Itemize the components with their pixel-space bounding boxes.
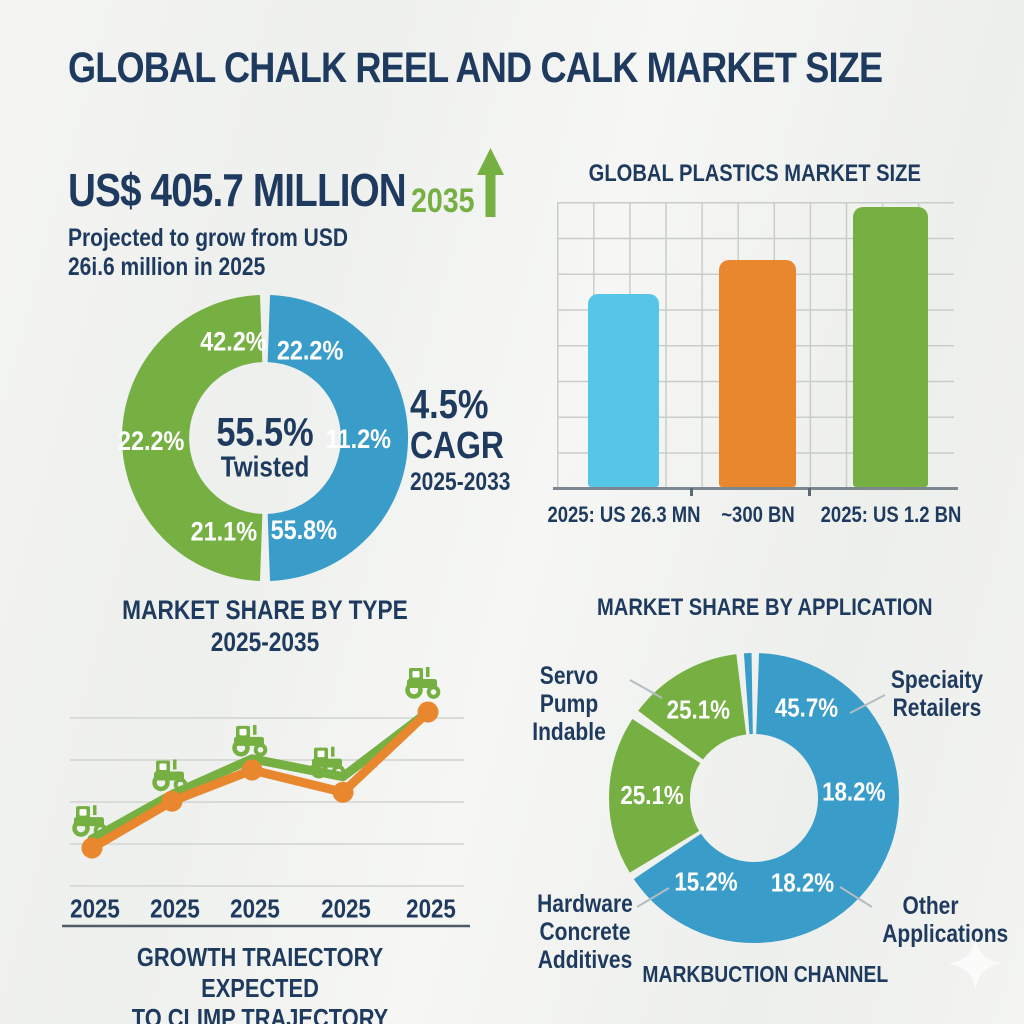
caption-growth-line1: GROWTH TRAIECTORY EXPECTED <box>136 942 384 1003</box>
cagr-value: 4.5% <box>410 381 489 427</box>
tractor-icon <box>154 759 185 789</box>
cagr-range: 2025-2033 <box>410 468 511 496</box>
donut-segment-green <box>638 654 748 761</box>
label-hardware-line2: Concrete Additives <box>537 918 633 974</box>
data-point-marker <box>161 790 183 812</box>
bar-chart-title-text: GLOBAL PLASTICS MARKET SIZE <box>588 160 922 187</box>
donut-value-label: 21.1% <box>191 517 257 547</box>
label-hardware-line1: Hardware <box>537 890 633 918</box>
donut-value-label: 42.2% <box>200 327 266 357</box>
donut-value-label: 18.2% <box>771 869 834 898</box>
tractor-icon <box>407 667 438 697</box>
page-title: GLOBAL CHALK REEL AND CALK MARKET SIZE <box>68 44 883 92</box>
x-axis-label: 2025 <box>321 895 371 924</box>
growth-arrow-icon <box>477 148 504 217</box>
axis-tick <box>690 488 693 496</box>
bar-green <box>853 207 928 487</box>
sparkle-icon <box>948 936 1003 991</box>
bar-chart-title: GLOBAL PLASTICS MARKET SIZE <box>555 160 955 188</box>
label-specialty-line1: Speciaity <box>890 666 984 694</box>
hero-year: 2035 <box>411 182 475 220</box>
label-servo-line2: Indable <box>532 718 606 746</box>
x-axis-label: 2025 <box>150 895 200 924</box>
donut2-title-text: MARKET SHARE BY APPLICATION <box>597 594 933 621</box>
line-chart-growth-trajectory: 2025 2025 2025 2025 2025 <box>62 665 470 935</box>
caption-type-line2: 2025-2035 <box>210 626 320 657</box>
bar-light_blue <box>588 294 659 487</box>
bar-x-axis <box>553 487 958 490</box>
donut-center-label: Twisted <box>221 451 310 483</box>
label-servo-line1: Servo Pump <box>539 662 599 718</box>
hero-value: US$ 405.7 MILLION <box>68 164 407 216</box>
donut-value-label: 18.2% <box>822 778 885 807</box>
donut-chart-market-share-by-application: 45.7% 18.2% 18.2% 15.2% 25.1% 25.1% Servo Pum… <box>490 632 1008 974</box>
label-other-applications: Other Applications <box>873 892 1008 948</box>
donut-segment-blue <box>266 295 408 581</box>
donut-segment-green <box>122 295 264 581</box>
cagr-stat: 4.5% CAGR 2025-2033 <box>410 384 530 495</box>
donut-svg: 42.2% 22.2% 21.1% 22.2% 11.2% 55.8% 55.5%Twist… <box>118 295 408 581</box>
bar-category-label: 2025: US 26.3 MN <box>546 502 701 527</box>
axis-tick <box>808 488 811 496</box>
label-other-line1: Other <box>902 892 959 920</box>
donut-value-label: 11.2% <box>326 424 391 454</box>
donut-value-label: 25.1% <box>667 696 730 725</box>
donut2-title: MARKET SHARE BY APPLICATION <box>515 594 1015 622</box>
data-point-marker <box>332 781 354 803</box>
donut-chart-market-share-by-type: 42.2% 22.2% 21.1% 22.2% 11.2% 55.8% 55.5% Twist… <box>118 292 411 584</box>
donut-value-label: 45.7% <box>775 694 838 723</box>
bar-category-label: ~300 BN <box>720 502 795 527</box>
hero-subtitle: Projected to grow from USD 26i.6 million… <box>68 224 348 281</box>
hero-subtitle-line1: Projected to grow from USD <box>68 224 349 252</box>
hero-subtitle-line2: 26i.6 million in 2025 <box>68 252 266 281</box>
tractor-icon <box>234 725 265 755</box>
donut-center-value: 55.5% <box>216 409 313 454</box>
donut-value-label: 25.1% <box>620 781 683 810</box>
label-servo-pump-indable: Servo Pump Indable <box>504 662 634 746</box>
orange-series-line <box>87 707 433 853</box>
data-point-marker <box>241 759 263 781</box>
label-hardware-concrete-additives: Hardware Concrete Additives <box>490 890 680 974</box>
donut-value-label: 22.2% <box>119 426 184 456</box>
donut-value-label: 22.2% <box>277 336 343 366</box>
caption-channel-text: MARKBUCTION CHANNEL <box>642 961 888 987</box>
caption-type-line1: MARKET SHARE BY TYPE <box>122 595 408 625</box>
donut2-svg-box: 45.7% 18.2% 18.2% 15.2% 25.1% 25.1% <box>604 648 904 948</box>
label-specialty-line2: Retailers <box>892 694 982 722</box>
data-point-marker <box>417 701 439 723</box>
bar-orange <box>719 260 796 487</box>
cagr-label: CAGR <box>410 425 504 467</box>
bar-chart-global-plastics: 2025: US 26.3 MN ~300 BN 2025: US 1.2 BN <box>547 202 961 527</box>
bar-category-label: 2025: US 1.2 BN <box>820 502 961 527</box>
donut-segment-blue <box>633 653 899 943</box>
caption-growth-line2: TO CLIMP TRAJECTORY <box>131 1003 389 1024</box>
donut-svg: 45.7% 18.2% 18.2% 15.2% 25.1% 25.1% <box>609 653 899 943</box>
data-point-marker <box>81 837 103 859</box>
caption-distribution-channel: MARKBUCTION CHANNEL <box>515 961 1015 988</box>
x-axis-label: 2025 <box>230 895 280 924</box>
line-chart-svg: 2025 2025 2025 2025 2025 <box>62 665 470 928</box>
donut-value-label: 15.2% <box>674 868 737 897</box>
label-specialty-retailers: Speciaity Retailers <box>882 666 992 722</box>
donut-value-label: 55.8% <box>271 516 337 546</box>
green-series-line <box>87 707 433 844</box>
x-axis-label: 2025 <box>406 895 456 924</box>
caption-market-share-by-type: MARKET SHARE BY TYPE 2025-2035 <box>70 595 460 659</box>
x-axis-label: 2025 <box>70 895 120 924</box>
donut-segment-green <box>609 719 702 873</box>
caption-growth-trajectory: GROWTH TRAIECTORY EXPECTED TO CLIMP TRAJ… <box>60 942 460 1024</box>
